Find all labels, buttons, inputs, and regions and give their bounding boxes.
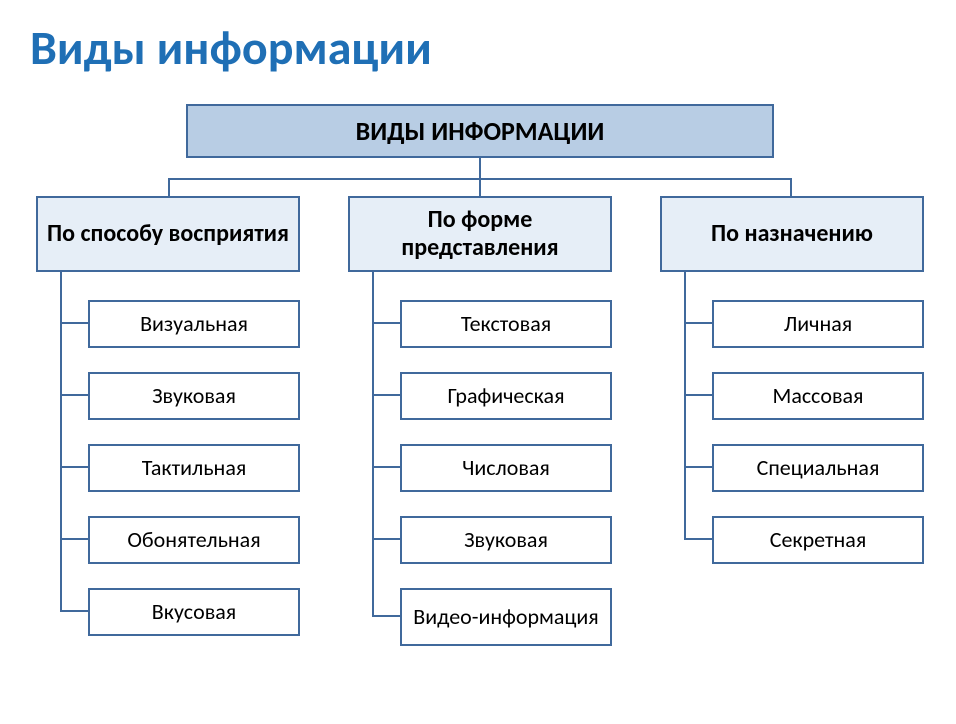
connector-col0-stub-3 xyxy=(60,538,88,540)
connector-col2-stub-0 xyxy=(684,322,712,324)
connector-cat-0-drop xyxy=(168,178,170,196)
category-node-1: По форме представления xyxy=(348,196,612,272)
item-node-2-0: Личная xyxy=(712,300,924,348)
item-node-0-3: Обонятельная xyxy=(88,516,300,564)
item-node-0-0: Визуальная xyxy=(88,300,300,348)
item-node-2-2: Специальная xyxy=(712,444,924,492)
connector-col1-stub-1 xyxy=(372,394,400,396)
item-node-1-0: Текстовая xyxy=(400,300,612,348)
connector-col2-stub-2 xyxy=(684,466,712,468)
connector-cat-1-drop xyxy=(479,178,481,196)
item-node-1-3: Звуковая xyxy=(400,516,612,564)
connector-cat-2-drop xyxy=(790,178,792,196)
page-title: Виды информации xyxy=(30,18,432,77)
connector-col2-stub-3 xyxy=(684,538,712,540)
category-node-0: По способу восприятия xyxy=(36,196,300,272)
connector-col0-stub-1 xyxy=(60,394,88,396)
connector-col0-stub-2 xyxy=(60,466,88,468)
connector-col1-stub-0 xyxy=(372,322,400,324)
item-node-2-1: Массовая xyxy=(712,372,924,420)
connector-col1-stub-2 xyxy=(372,466,400,468)
item-node-1-1: Графическая xyxy=(400,372,612,420)
connector-col1-stub-3 xyxy=(372,538,400,540)
connector-col2-stub-1 xyxy=(684,394,712,396)
connector-col2-spine xyxy=(684,272,686,540)
item-node-0-2: Тактильная xyxy=(88,444,300,492)
connector-col1-stub-4 xyxy=(372,615,400,617)
item-node-0-1: Звуковая xyxy=(88,372,300,420)
item-node-1-4: Видео-информация xyxy=(400,588,612,646)
category-node-2: По назначению xyxy=(660,196,924,272)
root-node: ВИДЫ ИНФОРМАЦИИ xyxy=(186,104,774,158)
connector-root-vertical xyxy=(479,158,481,178)
connector-col0-stub-0 xyxy=(60,322,88,324)
item-node-2-3: Секретная xyxy=(712,516,924,564)
item-node-0-4: Вкусовая xyxy=(88,588,300,636)
connector-col0-stub-4 xyxy=(60,610,88,612)
item-node-1-2: Числовая xyxy=(400,444,612,492)
